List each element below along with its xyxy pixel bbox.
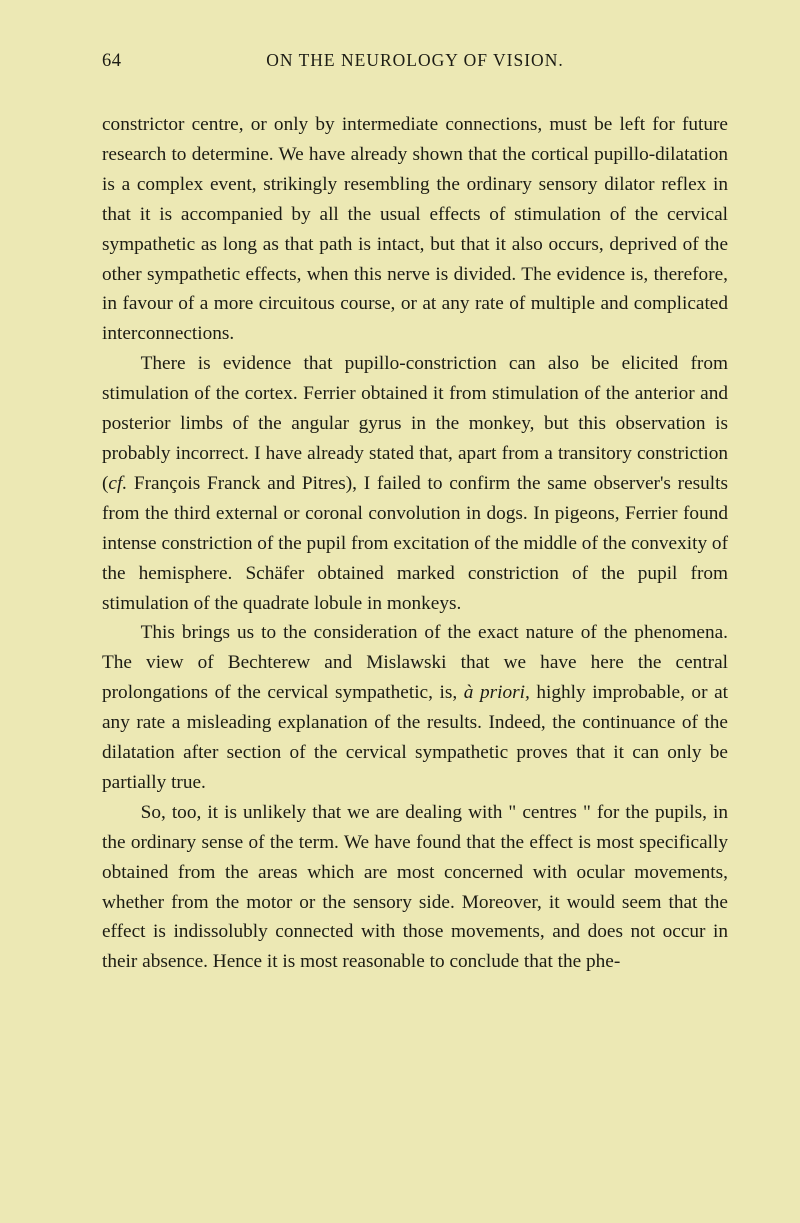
paragraph-2: There is evidence that pupillo-constrict…: [102, 349, 728, 618]
italic-a-priori: à priori,: [464, 682, 530, 703]
paragraph-1: constrictor centre, or only by intermedi…: [102, 110, 728, 349]
paragraph-3: This brings us to the consideration of t…: [102, 618, 728, 797]
page-number: 64: [102, 51, 162, 72]
page: 64 ON THE NEUROLOGY OF VISION. constrict…: [0, 0, 800, 1223]
paragraph-4: So, too, it is unlikely that we are deal…: [102, 798, 728, 977]
italic-cf: cf.: [108, 473, 127, 494]
body-text: constrictor centre, or only by intermedi…: [102, 110, 728, 977]
running-title: ON THE NEUROLOGY OF VISION.: [162, 50, 668, 71]
header-line: 64 ON THE NEUROLOGY OF VISION.: [102, 50, 728, 72]
